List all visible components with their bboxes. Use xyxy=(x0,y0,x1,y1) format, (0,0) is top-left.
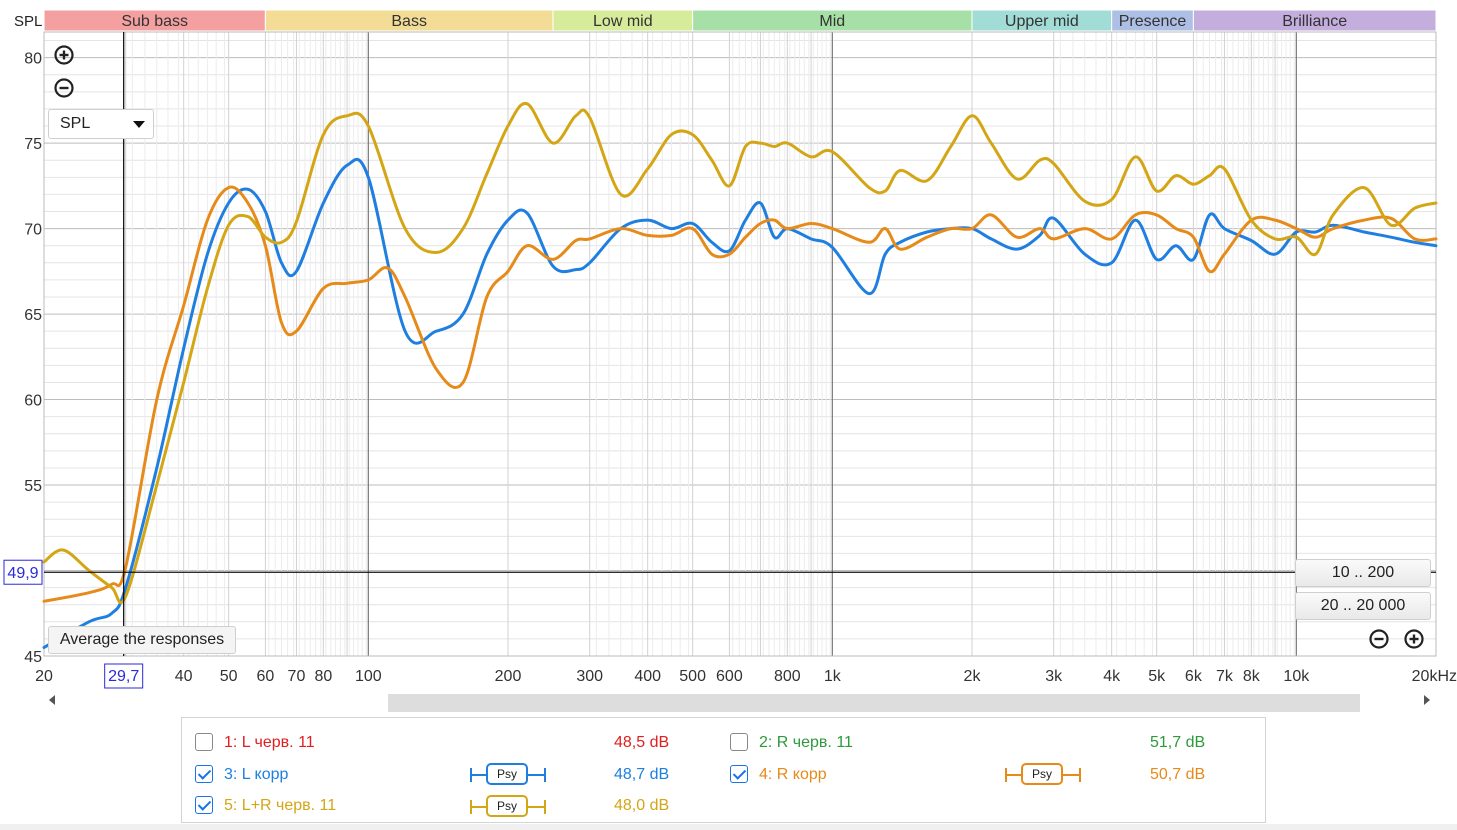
scrollbar-thumb[interactable] xyxy=(388,694,1360,712)
x-tick-label: 40 xyxy=(175,668,193,685)
x-tick-label: 5k xyxy=(1148,668,1166,685)
legend-label-2: 2: R черв. 11 xyxy=(759,734,853,751)
band-6 xyxy=(1192,9,1437,32)
plot-area xyxy=(44,32,1436,656)
y-tick-label: 80 xyxy=(24,51,42,68)
x-tick-label: 80 xyxy=(314,668,332,685)
band-label-6: Brilliance xyxy=(1282,13,1347,30)
x-tick-label: 20 xyxy=(35,668,53,685)
x-tick-label: 400 xyxy=(634,668,661,685)
legend-level-3: 48,7 dB xyxy=(614,766,670,783)
x-tick-label: 600 xyxy=(716,668,743,685)
y-tick-label: 70 xyxy=(24,222,42,239)
x-tick-label: 200 xyxy=(495,668,522,685)
grid xyxy=(43,31,1437,657)
psy-label-5: Psy xyxy=(486,795,528,817)
checkbox-2[interactable] xyxy=(730,733,748,751)
zoom-in-x-icon[interactable] xyxy=(1403,628,1425,650)
x-tick-label: 800 xyxy=(774,668,801,685)
y-axis-title: SPL xyxy=(14,13,42,30)
legend-panel: 1: L черв. 11 48,5 dB 2: R черв. 11 51,7… xyxy=(181,717,1266,823)
legend-level-1: 48,5 dB xyxy=(614,734,670,751)
frequency-bands: Sub bass Bass Low mid Mid Upper mid Presence B… xyxy=(14,9,1437,32)
cursor-y-label: 49,9 xyxy=(7,565,38,582)
scroll-right-icon[interactable] xyxy=(1424,695,1430,705)
x-tick-label: 3k xyxy=(1045,668,1063,685)
x-axis-labels: 20 40 50 60 70 80 100 200 300 400 500 600 800 1k 2k 3k 4… xyxy=(35,668,1457,685)
series-line-2 xyxy=(42,185,1438,603)
x-tick-label: 300 xyxy=(576,668,603,685)
average-responses-button[interactable]: Average the responses xyxy=(48,626,236,654)
psy-label-4: Psy xyxy=(1021,763,1063,785)
cursor-y-box xyxy=(3,559,43,585)
cursor-x-box xyxy=(104,663,144,689)
psy-smoothing-5[interactable]: Psy xyxy=(470,794,546,820)
status-strip xyxy=(0,824,1457,830)
x-tick-label: 1k xyxy=(824,668,842,685)
x-tick-label: 500 xyxy=(679,668,706,685)
band-label-1: Bass xyxy=(391,13,427,30)
y-axis-labels: 45 55 60 65 70 75 80 xyxy=(24,51,42,666)
x-tick-label: 100 xyxy=(355,668,382,685)
x-tick-label: 60 xyxy=(256,668,274,685)
x-tick-label: 6k xyxy=(1185,668,1203,685)
zoom-out-x-icon[interactable] xyxy=(1368,628,1390,650)
legend-level-5: 48,0 dB xyxy=(614,797,670,814)
band-label-3: Mid xyxy=(819,13,845,30)
y-tick-label: 65 xyxy=(24,307,42,324)
y-tick-label: 75 xyxy=(24,136,42,153)
legend-label-5: 5: L+R черв. 11 xyxy=(224,797,337,814)
band-label-5: Presence xyxy=(1119,13,1187,30)
checkbox-4[interactable] xyxy=(730,765,748,783)
legend-label-1: 1: L черв. 11 xyxy=(224,734,315,751)
legend-level-4: 50,7 dB xyxy=(1150,766,1206,783)
spl-select[interactable]: SPL xyxy=(48,109,154,139)
x-tick-label: 70 xyxy=(288,668,306,685)
x-tick-label: 7k xyxy=(1216,668,1234,685)
cursor-x-label: 29,7 xyxy=(108,668,139,685)
band-label-0: Sub bass xyxy=(121,13,188,30)
legend-label-3: 3: L корр xyxy=(224,766,289,783)
legend-label-4: 4: R корр xyxy=(759,766,827,783)
range-20-20000-button[interactable]: 20 .. 20 000 xyxy=(1295,592,1431,620)
zoom-in-icon[interactable] xyxy=(53,44,75,66)
curves xyxy=(42,101,1438,649)
x-tick-label: 10k xyxy=(1283,668,1310,685)
plot-border xyxy=(43,31,1437,657)
psy-smoothing-4[interactable]: Psy xyxy=(1005,762,1081,788)
series-line-3 xyxy=(42,101,1438,605)
zoom-out-icon[interactable] xyxy=(53,77,75,99)
y-tick-label: 45 xyxy=(24,649,42,666)
scroll-left-icon[interactable] xyxy=(49,695,55,705)
checkbox-5[interactable] xyxy=(195,796,213,814)
x-tick-label: 8k xyxy=(1243,668,1261,685)
band-label-2: Low mid xyxy=(593,13,653,30)
frequency-response-chart[interactable]: Sub bass Bass Low mid Mid Upper mid Presence B… xyxy=(0,0,1457,690)
psy-smoothing-3[interactable]: Psy xyxy=(470,762,546,788)
x-tick-label: 20kHz xyxy=(1412,668,1457,685)
band-label-4: Upper mid xyxy=(1005,13,1079,30)
x-tick-label: 2k xyxy=(964,668,982,685)
spl-select-value: SPL xyxy=(60,115,91,132)
psy-label-3: Psy xyxy=(486,763,528,785)
y-tick-label: 55 xyxy=(24,478,42,495)
y-tick-label: 60 xyxy=(24,393,42,410)
x-tick-label: 4k xyxy=(1103,668,1121,685)
x-tick-label: 50 xyxy=(220,668,238,685)
checkbox-3[interactable] xyxy=(195,765,213,783)
legend-level-2: 51,7 dB xyxy=(1150,734,1206,751)
checkbox-1[interactable] xyxy=(195,733,213,751)
chevron-down-icon xyxy=(133,121,145,128)
range-10-200-button[interactable]: 10 .. 200 xyxy=(1295,559,1431,587)
